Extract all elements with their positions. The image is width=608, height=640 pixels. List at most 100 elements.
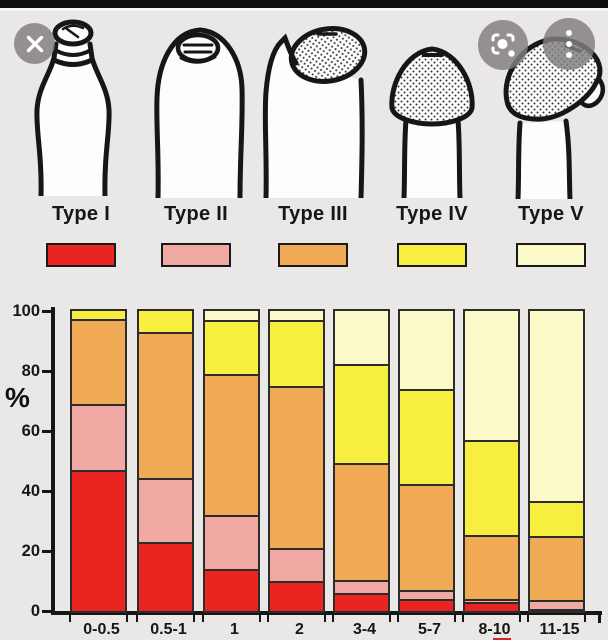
segment-type-iii — [400, 483, 453, 590]
bar-2 — [268, 309, 325, 613]
segment-type-i — [400, 599, 453, 611]
segment-type-v — [270, 311, 323, 320]
segment-type-iv — [530, 501, 583, 536]
type-label-5: Type V — [518, 203, 584, 225]
segment-type-i — [72, 470, 125, 611]
x-tick — [267, 615, 269, 622]
x-axis-line — [51, 611, 602, 615]
segment-type-iii — [270, 386, 323, 548]
y-tick-label: 0 — [30, 602, 40, 620]
lens-search-button[interactable] — [478, 20, 528, 70]
x-tick — [454, 615, 456, 622]
x-tick — [519, 615, 521, 622]
y-tick-label: 40 — [21, 482, 40, 500]
y-tick — [42, 550, 51, 553]
segment-type-ii — [335, 579, 388, 593]
y-tick — [42, 610, 51, 613]
close-icon — [26, 35, 43, 52]
x-tick — [193, 615, 195, 622]
more-options-button[interactable] — [543, 18, 595, 70]
x-axis-label: 8-10 — [478, 621, 511, 640]
y-tick-label: 60 — [21, 422, 40, 440]
legend-swatch-type-ii — [161, 243, 231, 267]
x-axis-label: 2 — [295, 621, 304, 638]
segment-type-i — [335, 593, 388, 611]
x-axis-label: 11-15 — [539, 621, 580, 638]
segment-type-i — [465, 602, 518, 611]
y-tick — [42, 490, 51, 493]
x-tick — [324, 615, 326, 622]
type-ii-illustration — [154, 27, 245, 198]
segment-type-iv — [72, 311, 125, 319]
segment-type-iii — [465, 534, 518, 599]
segment-type-ii — [72, 404, 125, 470]
legend-swatch-type-iii — [278, 243, 348, 267]
segment-type-iv — [270, 320, 323, 386]
segment-type-i — [270, 581, 323, 611]
more-vertical-icon — [566, 30, 572, 58]
x-axis-label: 5-7 — [417, 621, 442, 638]
y-tick-label: 100 — [12, 302, 40, 320]
close-button[interactable] — [14, 23, 55, 64]
type-label-1: Type I — [51, 203, 111, 225]
x-axis-end-tick — [598, 611, 601, 623]
y-tick-label: 80 — [21, 362, 40, 380]
segment-type-v — [400, 311, 453, 389]
x-tick — [136, 615, 138, 622]
bar-8-10 — [463, 309, 520, 613]
x-axis-label: 3-4 — [352, 621, 377, 638]
segment-type-iv — [465, 440, 518, 535]
legend-swatch-type-v — [516, 243, 586, 267]
segment-type-i — [205, 569, 258, 611]
y-tick — [42, 310, 51, 313]
x-tick — [202, 615, 204, 622]
segment-type-iii — [205, 374, 258, 515]
y-axis-title: % — [5, 382, 30, 413]
x-axis-label: 0.5-1 — [150, 621, 187, 638]
segment-type-iv — [139, 311, 192, 332]
segment-type-v — [205, 311, 258, 320]
segment-type-ii — [530, 600, 583, 609]
segment-type-iv — [400, 389, 453, 484]
segment-type-iv — [335, 363, 388, 463]
segment-type-i — [139, 542, 192, 611]
x-tick — [389, 615, 391, 622]
segment-type-ii — [205, 515, 258, 569]
accent-underlined-label-part: 10 — [492, 621, 511, 640]
x-tick — [584, 615, 586, 622]
y-tick — [42, 370, 51, 373]
segment-type-v — [335, 311, 388, 364]
x-tick — [126, 615, 128, 622]
legend-swatch-type-i — [46, 243, 116, 267]
camera-lens-icon — [491, 33, 515, 57]
bar-0.5-1 — [137, 309, 194, 613]
legend-swatch-type-iv — [397, 243, 467, 267]
x-tick — [259, 615, 261, 622]
divider — [0, 8, 608, 11]
x-tick — [462, 615, 464, 622]
type-iii-illustration — [262, 26, 368, 198]
x-axis-label: 1 — [230, 621, 239, 638]
segment-type-v — [530, 311, 583, 502]
x-axis-label: 0-0.5 — [83, 621, 120, 638]
segment-type-ii — [139, 477, 192, 542]
type-label-2: Type II — [164, 203, 228, 225]
x-tick — [397, 615, 399, 622]
bar-1 — [203, 309, 260, 613]
bar-0-0.5 — [70, 309, 127, 613]
segment-type-ii — [465, 599, 518, 602]
segment-type-iii — [335, 462, 388, 580]
bar-11-15 — [528, 309, 585, 613]
segment-type-ii — [270, 548, 323, 581]
x-tick — [332, 615, 334, 622]
x-tick — [527, 615, 529, 622]
segment-type-ii — [400, 590, 453, 599]
type-label-4: Type IV — [396, 203, 468, 225]
segment-type-iii — [72, 318, 125, 404]
x-tick — [69, 615, 71, 622]
type-i-illustration — [34, 19, 112, 196]
y-axis-line — [51, 307, 55, 615]
segment-type-v — [465, 311, 518, 440]
